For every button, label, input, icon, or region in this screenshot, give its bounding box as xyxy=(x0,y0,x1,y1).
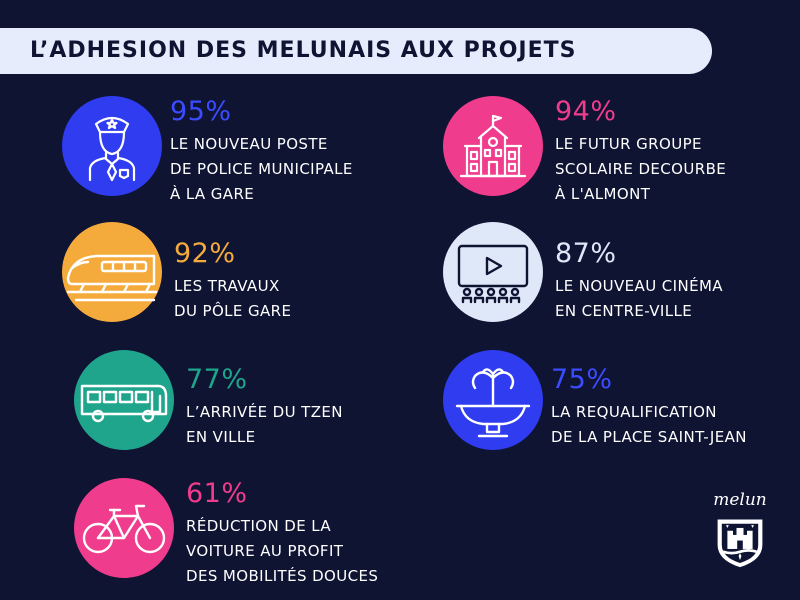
label-line: À LA GARE xyxy=(170,185,255,203)
project-label: LE NOUVEAU POSTE DE POLICE MUNICIPALE À … xyxy=(170,132,353,207)
police-icon-circle xyxy=(62,96,162,196)
percentage-value: 95% xyxy=(170,96,232,127)
label-line: À L'ALMONT xyxy=(555,185,651,203)
percentage-value: 94% xyxy=(555,96,617,127)
cinema-icon-circle xyxy=(443,222,543,322)
label-line: DE LA PLACE SAINT-JEAN xyxy=(551,428,747,446)
melun-coat-of-arms-icon xyxy=(717,519,763,568)
project-label: LES TRAVAUX DU PÔLE GARE xyxy=(174,274,291,324)
label-line: RÉDUCTION DE LA xyxy=(186,517,332,535)
percentage-value: 61% xyxy=(186,478,248,509)
police-officer-icon xyxy=(88,116,136,182)
label-line: LES TRAVAUX xyxy=(174,277,280,295)
label-line: DES MOBILITÉS DOUCES xyxy=(186,567,379,585)
train-icon xyxy=(66,254,158,302)
bus-icon-circle xyxy=(74,350,174,450)
title-banner: L’ADHESION DES MELUNAIS AUX PROJETS xyxy=(0,28,712,74)
project-label: LA REQUALIFICATION DE LA PLACE SAINT-JEA… xyxy=(551,400,747,450)
label-line: EN VILLE xyxy=(186,428,256,446)
project-label: LE NOUVEAU CINÉMA EN CENTRE-VILLE xyxy=(555,274,723,324)
percentage-value: 75% xyxy=(551,364,613,395)
label-line: VOITURE AU PROFIT xyxy=(186,542,344,560)
label-line: DU PÔLE GARE xyxy=(174,302,292,320)
bicycle-icon xyxy=(82,504,166,554)
percentage-value: 77% xyxy=(186,364,248,395)
project-label: LE FUTUR GROUPE SCOLAIRE DECOURBE À L'AL… xyxy=(555,132,726,207)
cinema-icon xyxy=(457,244,529,304)
percentage-value: 87% xyxy=(555,238,617,269)
label-line: DE POLICE MUNICIPALE xyxy=(170,160,353,178)
bicycle-icon-circle xyxy=(74,478,174,578)
label-line: LE NOUVEAU POSTE xyxy=(170,135,328,153)
train-icon-circle xyxy=(62,222,162,322)
project-label: RÉDUCTION DE LA VOITURE AU PROFIT DES MO… xyxy=(186,514,378,589)
project-label: L’ARRIVÉE DU TZEN EN VILLE xyxy=(186,400,343,450)
school-building-icon xyxy=(459,114,527,178)
fountain-icon-circle xyxy=(443,350,543,450)
melun-logo: melun xyxy=(700,490,780,585)
bus-icon xyxy=(80,384,168,423)
logo-wordmark: melun xyxy=(713,490,767,510)
label-line: LE FUTUR GROUPE xyxy=(555,135,702,153)
label-line: LE NOUVEAU CINÉMA xyxy=(555,277,723,295)
label-line: LA REQUALIFICATION xyxy=(551,403,717,421)
label-line: L’ARRIVÉE DU TZEN xyxy=(186,403,343,421)
fountain-icon xyxy=(455,368,531,438)
percentage-value: 92% xyxy=(174,238,236,269)
page-title: L’ADHESION DES MELUNAIS AUX PROJETS xyxy=(30,38,577,63)
school-icon-circle xyxy=(443,96,543,196)
label-line: SCOLAIRE DECOURBE xyxy=(555,160,727,178)
label-line: EN CENTRE-VILLE xyxy=(555,302,693,320)
